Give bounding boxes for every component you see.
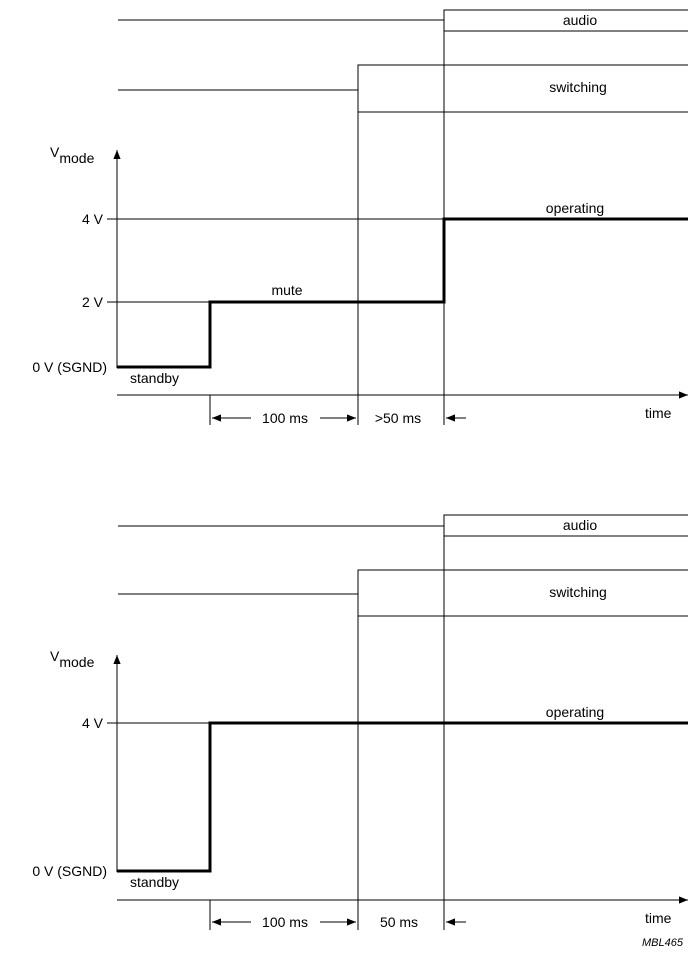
level-0v-top: 0 V (SGND) — [32, 359, 107, 375]
audio-label-top: audio — [563, 12, 597, 28]
switching-label-top: switching — [549, 79, 607, 95]
state-standby-top: standby — [130, 370, 179, 386]
audio-signal-top: audio — [118, 9, 688, 32]
state-standby-bottom: standby — [130, 874, 179, 890]
diagram-top: audio switching Vmode time 4 V 2 V 0 V (… — [32, 9, 688, 426]
state-mute-top: mute — [271, 282, 302, 298]
level-4v-bottom: 4 V — [82, 715, 104, 731]
diagram-bottom: audio switching Vmode time 4 V 0 V (SGND… — [32, 514, 688, 949]
audio-signal-bottom: audio — [118, 514, 688, 537]
state-operating-top: operating — [546, 200, 604, 216]
level-2v-top: 2 V — [82, 294, 104, 310]
switching-signal-bottom: switching — [118, 569, 688, 617]
interval-50ms-top: >50 ms — [375, 410, 421, 426]
audio-label-bottom: audio — [563, 517, 597, 533]
interval-100ms-bottom: 100 ms — [262, 914, 308, 930]
y-axis-label-top: Vmode — [50, 144, 95, 166]
reference-code: MBL465 — [642, 937, 684, 949]
interval-100ms-top: 100 ms — [262, 410, 308, 426]
x-axis-label-top: time — [645, 405, 672, 421]
level-4v-top: 4 V — [82, 211, 104, 227]
x-axis-label-bottom: time — [645, 910, 672, 926]
interval-50ms-bottom: 50 ms — [380, 914, 418, 930]
level-0v-bottom: 0 V (SGND) — [32, 863, 107, 879]
vmode-waveform-top — [117, 217, 688, 369]
state-operating-bottom: operating — [546, 704, 604, 720]
y-axis-label-bottom: Vmode — [50, 648, 95, 670]
switching-signal-top: switching — [118, 64, 688, 113]
vmode-waveform-bottom — [117, 721, 688, 873]
switching-label-bottom: switching — [549, 584, 607, 600]
